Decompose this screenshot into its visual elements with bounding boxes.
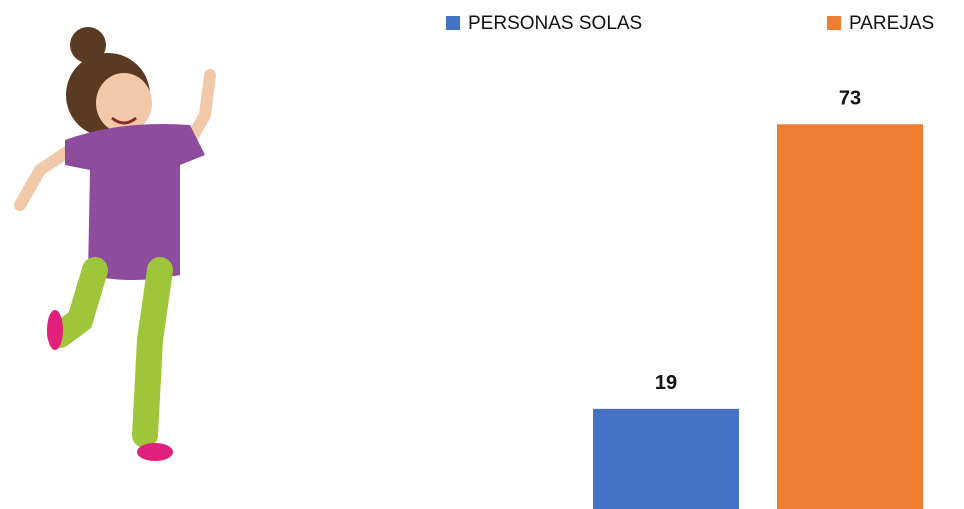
value-label: 19 <box>655 372 677 394</box>
bar <box>777 124 923 509</box>
legend-text: PERSONAS SOLAS <box>468 13 642 34</box>
legend-text: PAREJAS <box>849 13 934 34</box>
bar <box>593 409 739 509</box>
legend-swatch <box>827 16 841 30</box>
legend-swatch <box>446 16 460 30</box>
girl-illustration <box>20 27 210 461</box>
value-label: 73 <box>839 88 861 110</box>
chart: PERSONAS SOLAS 19 PAREJAS 73 <box>0 0 964 509</box>
